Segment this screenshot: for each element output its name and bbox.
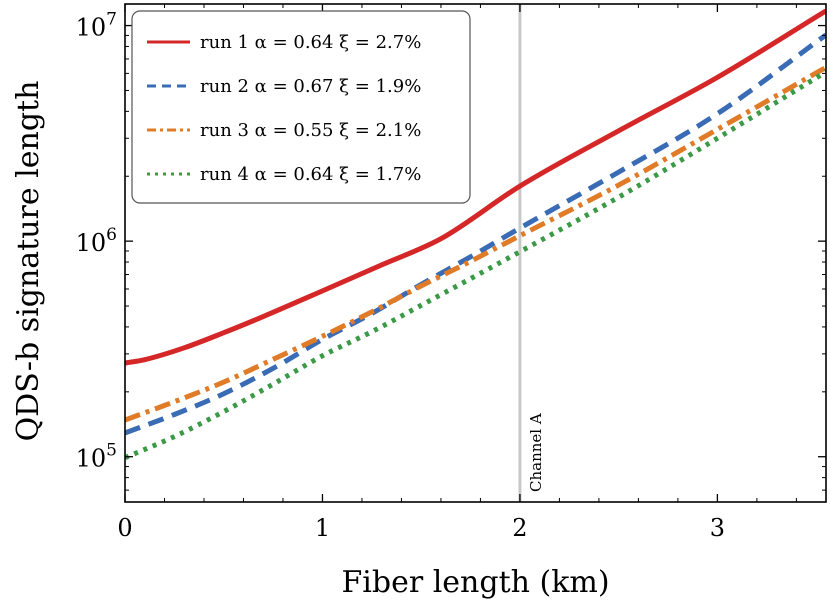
series-line-1: [125, 8, 826, 366]
legend-label-1: run 1 α = 0.64 ξ = 2.7%: [200, 32, 421, 53]
y-axis-label: QDS-b signature length: [11, 81, 46, 442]
legend: run 1 α = 0.64 ξ = 2.7% run 2 α = 0.67 ξ …: [131, 10, 471, 204]
y-tick-label: 107: [76, 10, 117, 42]
x-tick-label: 0: [117, 514, 132, 542]
plot-area: [125, 4, 826, 502]
plot-frame: [124, 3, 827, 503]
legend-box: [131, 10, 471, 204]
series-line-4: [125, 69, 826, 460]
y-tick-label: 105: [76, 441, 117, 473]
x-axis-label: Fiber length (km): [341, 565, 609, 600]
legend-label-4: run 4 α = 0.64 ξ = 1.7%: [200, 164, 421, 185]
x-tick-label: 3: [710, 514, 725, 542]
y-tick-label: 106: [76, 225, 117, 257]
legend-label-2: run 2 α = 0.67 ξ = 1.9%: [200, 76, 421, 97]
axes: Channel A 0 1 2 3 105 106 107 Fiber length (km) Q…: [11, 3, 827, 600]
legend-label-3: run 3 α = 0.55 ξ = 2.1%: [200, 120, 421, 141]
annotation-label: Channel A: [527, 413, 545, 492]
series-line-3: [125, 65, 826, 423]
x-tick-label: 2: [512, 514, 527, 542]
x-tick-label: 1: [315, 514, 330, 542]
